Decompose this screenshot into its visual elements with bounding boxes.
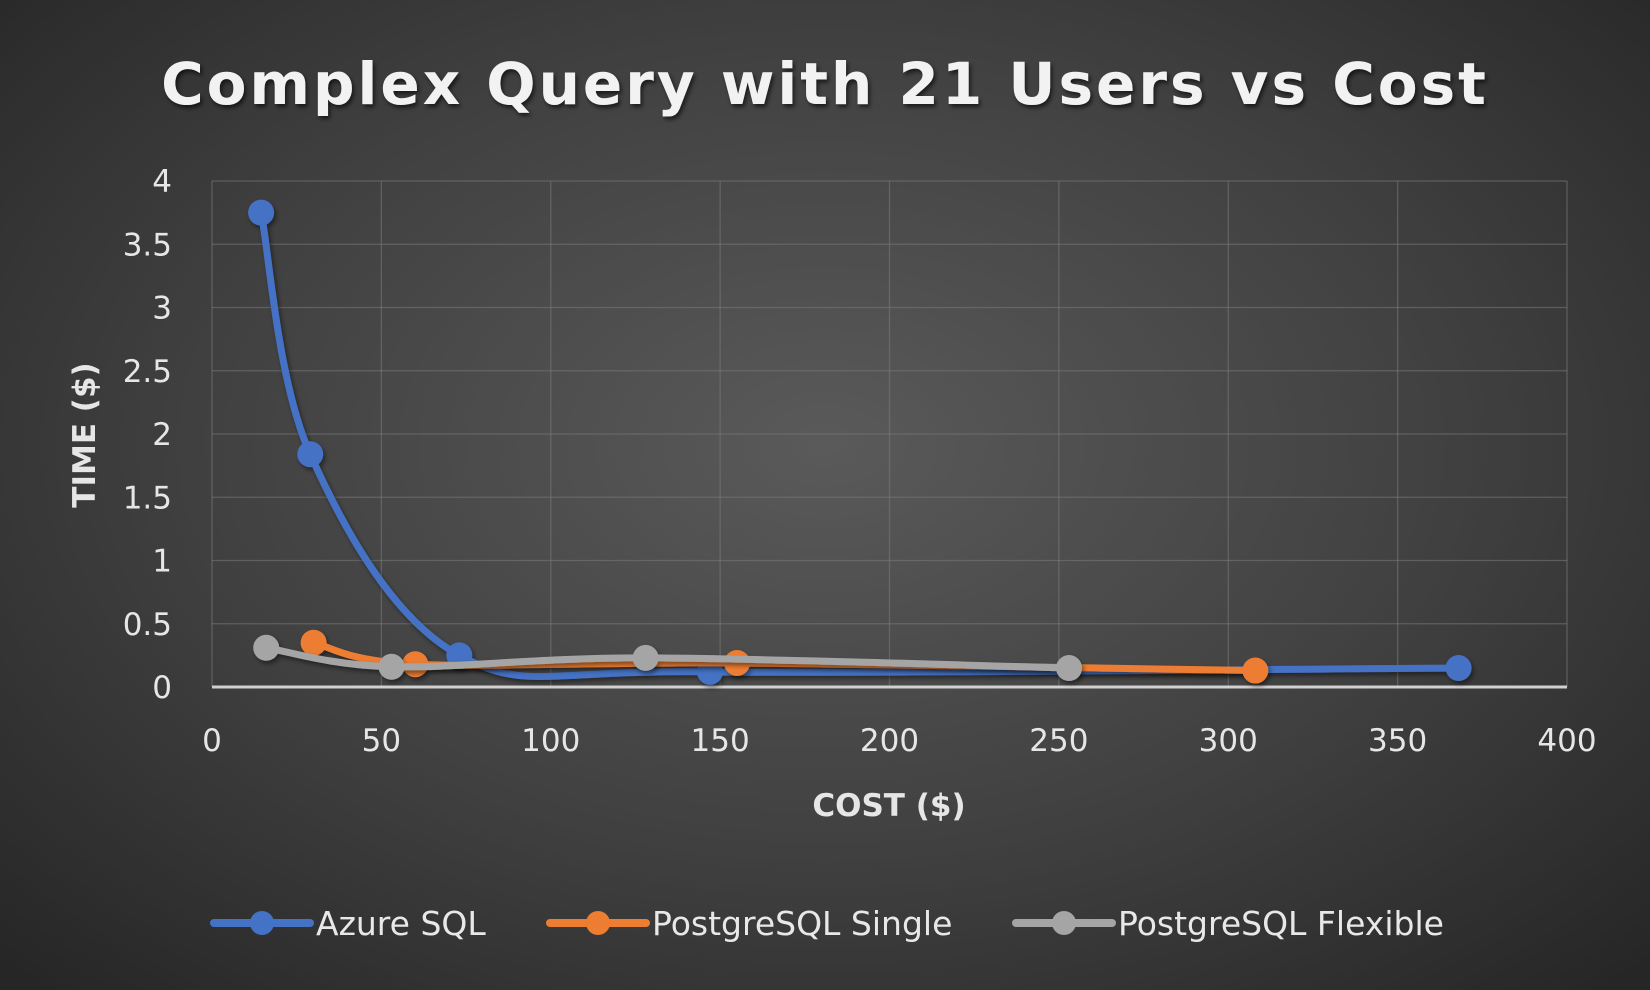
data-point [724,649,751,676]
x-tick-label: 150 [691,723,750,759]
chart-title: Complex Query with 21 Users vs Cost [161,50,1489,118]
y-tick-label: 1.5 [123,480,172,516]
data-point [632,644,659,671]
legend-label: Azure SQL [316,904,486,943]
data-point [300,629,327,656]
data-point [297,441,324,468]
gridlines [212,180,1568,687]
y-tick-label: 2 [152,417,172,453]
legend-dot-marker [586,911,610,935]
x-tick-label: 100 [521,723,580,759]
series-azure-sql [248,199,1472,685]
y-tick-label: 2.5 [123,354,172,390]
legend-dot-marker [1052,911,1076,935]
x-tick-label: 0 [202,723,222,759]
axes: 0 50 100 150 200 250 300 350 400 0 0.5 1 1.5 2 2.5 3 3.5… [123,164,1597,759]
y-tick-label: 0 [152,670,172,706]
data-point [253,634,280,661]
y-tick-label: 4 [152,164,172,200]
series-line [262,644,1073,672]
legend-label: PostgreSQL Single [652,904,952,943]
series-line [310,639,1259,675]
data-point [1445,655,1472,682]
legend-item: PostgreSQL Single [546,904,952,943]
data-point [1242,657,1269,684]
y-axis-title: TIME ($) [67,362,103,507]
data-point [378,653,405,680]
y-tick-label: 1 [152,544,172,580]
series-line [257,209,1463,680]
x-tick-label: 50 [362,723,401,759]
legend: Azure SQL PostgreSQL Single PostgreSQL Fle… [210,904,1444,943]
x-tick-label: 350 [1368,723,1427,759]
legend-dot-marker [250,911,274,935]
x-tick-label: 200 [860,723,919,759]
x-tick-label: 300 [1199,723,1258,759]
x-tick-label: 250 [1029,723,1088,759]
legend-item: Azure SQL [210,904,486,943]
y-tick-label: 0.5 [123,607,172,643]
x-axis-title: COST ($) [812,788,965,824]
y-tick-label: 3 [152,291,172,327]
series-postgresql-flexible [253,634,1083,682]
y-tick-label: 3.5 [123,227,172,263]
legend-item: PostgreSQL Flexible [1012,904,1444,943]
data-point [248,199,275,226]
series-group [248,199,1472,685]
data-point [1056,655,1083,682]
x-tick-label: 400 [1537,723,1596,759]
legend-label: PostgreSQL Flexible [1118,904,1444,943]
